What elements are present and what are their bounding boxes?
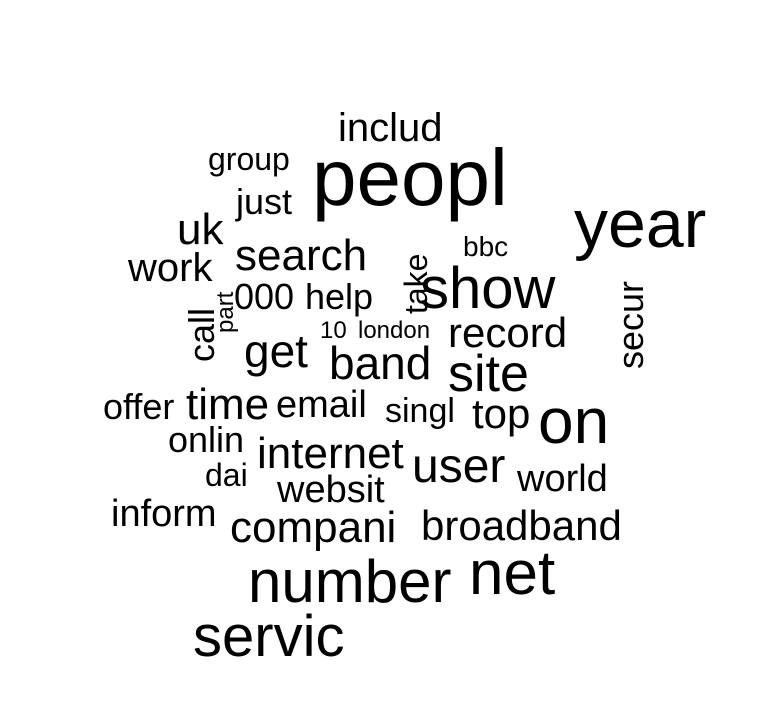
word-email: email: [276, 384, 367, 426]
word-10: 10: [320, 317, 347, 344]
word-compani: compani: [230, 503, 397, 552]
word-broadband: broadband: [421, 502, 622, 549]
word-on: on: [538, 385, 610, 457]
word-peopl: peopl: [312, 133, 508, 222]
word-work: work: [128, 246, 213, 290]
word-time: time: [186, 380, 270, 429]
word-london: london: [358, 317, 431, 344]
word-onlin: onlin: [168, 419, 245, 460]
word-singl: singl: [385, 392, 455, 430]
word-websit: websit: [277, 469, 385, 511]
word-just: just: [236, 181, 293, 222]
word-part: part: [212, 291, 239, 333]
word-help: help: [305, 276, 374, 317]
word-net: net: [469, 539, 556, 608]
word-inform: inform: [111, 493, 217, 535]
word-internet: internet: [257, 429, 404, 478]
word-show: show: [420, 256, 556, 321]
word-user: user: [412, 440, 506, 493]
word-world: world: [517, 458, 608, 500]
word-year: year: [574, 186, 707, 262]
word-offer: offer: [103, 386, 175, 427]
word-band: band: [329, 337, 432, 389]
word-top: top: [472, 390, 531, 437]
word-group: group: [208, 141, 290, 177]
word-000: 000: [234, 276, 295, 317]
word-includ: includ: [338, 106, 443, 150]
word-site: site: [448, 345, 529, 403]
word-get: get: [244, 325, 308, 377]
word-number: number: [248, 548, 452, 615]
word-dai: dai: [205, 457, 248, 493]
word-search: search: [235, 231, 368, 280]
word-uk: uk: [177, 205, 224, 254]
word-take: take: [398, 253, 434, 314]
word-record: record: [448, 309, 568, 356]
word-secur: secur: [610, 280, 651, 369]
word-bbc: bbc: [463, 231, 509, 262]
word-servic: servic: [193, 604, 345, 669]
